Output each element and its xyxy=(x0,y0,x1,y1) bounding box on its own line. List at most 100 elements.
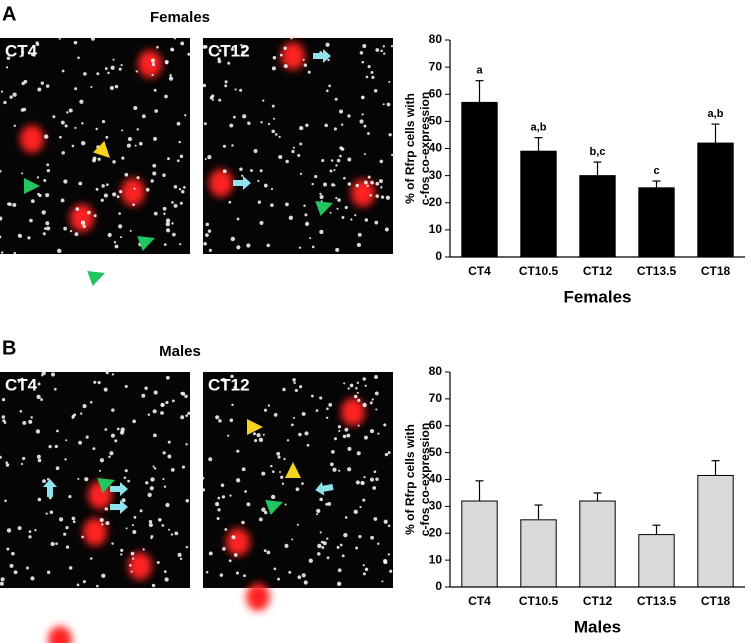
silver-grain xyxy=(208,457,213,462)
silver-grain xyxy=(371,75,375,79)
silver-grain xyxy=(339,154,342,158)
silver-grain xyxy=(292,146,295,149)
silver-grain xyxy=(357,424,360,427)
silver-grain xyxy=(363,435,368,440)
silver-grain xyxy=(326,537,329,540)
silver-grain xyxy=(145,187,150,192)
silver-grain xyxy=(222,144,227,148)
silver-grain xyxy=(344,427,349,432)
silver-grain xyxy=(107,71,110,75)
silver-grain xyxy=(307,70,311,74)
silver-grain xyxy=(81,535,84,539)
silver-grain xyxy=(353,394,358,399)
silver-grain xyxy=(301,573,306,578)
silver-grain xyxy=(305,123,309,128)
silver-grain xyxy=(113,241,117,244)
silver-grain xyxy=(356,381,359,384)
silver-grain xyxy=(160,404,164,407)
silver-grain xyxy=(73,40,78,45)
silver-grain xyxy=(13,251,17,255)
silver-grain xyxy=(167,157,170,161)
silver-grain xyxy=(54,444,58,449)
silver-grain xyxy=(179,201,183,205)
silver-grain xyxy=(374,375,378,379)
silver-grain xyxy=(211,98,215,101)
silver-grain xyxy=(150,179,154,183)
silver-grain xyxy=(311,182,314,186)
silver-grain xyxy=(205,222,210,227)
silver-grain xyxy=(35,429,41,434)
silver-grain xyxy=(173,204,178,208)
silver-grain xyxy=(22,51,25,54)
silver-grain xyxy=(277,455,281,459)
silver-grain xyxy=(299,142,303,146)
silver-grain xyxy=(201,476,205,480)
silver-grain xyxy=(82,224,86,229)
silver-grain xyxy=(321,159,325,163)
silver-grain xyxy=(101,119,106,124)
silver-grain xyxy=(335,247,340,252)
silver-grain xyxy=(130,570,133,573)
silver-grain xyxy=(150,58,155,63)
silver-grain xyxy=(329,462,334,467)
silver-grain xyxy=(149,486,154,491)
y-tick-label: 20 xyxy=(429,525,443,539)
silver-grain xyxy=(101,184,105,188)
silver-grain xyxy=(299,172,303,176)
silver-grain xyxy=(7,202,10,206)
silver-grain xyxy=(48,445,52,449)
silver-grain xyxy=(384,452,389,457)
y-axis-label: c-fos co-expression xyxy=(418,92,432,205)
silver-grain xyxy=(369,401,373,405)
y-tick-label: 40 xyxy=(429,141,443,155)
silver-grain xyxy=(208,248,212,252)
silver-grain xyxy=(297,153,301,157)
silver-grain xyxy=(274,133,278,136)
silver-grain xyxy=(93,214,97,218)
silver-grain xyxy=(153,467,157,470)
silver-grain xyxy=(109,451,114,456)
silver-grain xyxy=(37,458,42,463)
silver-grain xyxy=(262,433,265,436)
silver-grain xyxy=(176,159,180,163)
silver-grain xyxy=(359,51,364,55)
silver-grain xyxy=(3,100,7,105)
silver-grain xyxy=(341,216,345,220)
silver-grain xyxy=(36,394,41,400)
silver-grain xyxy=(328,403,333,407)
silver-grain xyxy=(363,153,366,156)
silver-grain xyxy=(207,155,212,160)
silver-grain xyxy=(367,132,370,135)
silver-grain xyxy=(273,117,276,120)
silver-grain xyxy=(216,516,220,520)
x-tick-label: CT12 xyxy=(583,264,613,278)
silver-grain xyxy=(111,408,115,412)
silver-grain xyxy=(326,89,329,93)
silver-grain xyxy=(17,233,22,238)
silver-grain xyxy=(271,470,275,473)
x-tick-label: CT10.5 xyxy=(519,264,559,278)
silver-grain xyxy=(151,62,156,67)
silver-grain xyxy=(78,181,83,186)
y-tick-label: 10 xyxy=(429,552,443,566)
silver-grain xyxy=(167,454,172,459)
silver-grain xyxy=(373,517,378,521)
silver-grain xyxy=(230,47,234,52)
silver-grain xyxy=(37,382,41,386)
silver-grain xyxy=(71,516,76,521)
silver-grain xyxy=(181,189,185,194)
silver-grain xyxy=(381,580,384,583)
silver-grain xyxy=(344,516,348,519)
x-tick-label: CT18 xyxy=(701,594,731,608)
silver-grain xyxy=(131,524,134,527)
silver-grain xyxy=(114,84,119,89)
silver-grain xyxy=(9,563,14,568)
silver-grain xyxy=(21,172,24,175)
silver-grain xyxy=(177,552,182,557)
silver-grain xyxy=(35,41,39,45)
silver-grain xyxy=(65,545,70,549)
bar xyxy=(638,534,675,588)
silver-grain xyxy=(163,485,167,488)
silver-grain xyxy=(22,420,27,425)
silver-grain xyxy=(221,377,226,382)
